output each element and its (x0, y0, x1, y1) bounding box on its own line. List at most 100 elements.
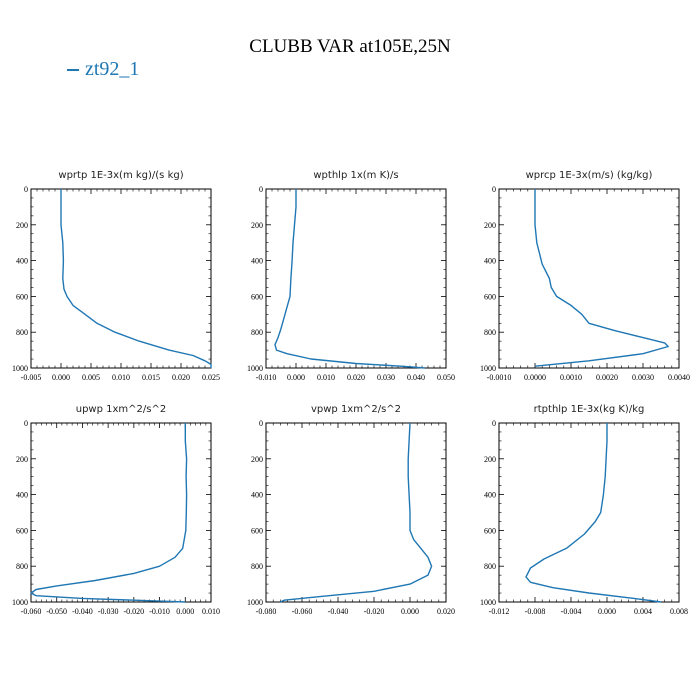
y-tick-label: 800 (484, 562, 496, 571)
y-tick-label: 1000 (480, 364, 496, 373)
y-tick-label: 400 (484, 257, 496, 266)
chart-panel-1: wprtp 1E-3x(m kg)/(s kg) -0.005 0.000 0.005… (12, 170, 220, 382)
x-tick-label: 0.0000 (524, 373, 546, 382)
y-tick-label: 200 (16, 221, 28, 230)
x-tick-label: 0.020 (172, 373, 190, 382)
x-tick-label: 0.040 (407, 373, 425, 382)
plot-frame (498, 422, 680, 603)
chart-panel-4: upwp 1xm^2/s^2 -0.060 -0.050 -0.040 -0.030 -0… (12, 404, 220, 616)
chart-panel-6: rtpthlp 1E-3x(kg K)/kg -0.012 -0.008 -0.004… (480, 404, 688, 616)
legend-line-swatch (67, 69, 79, 72)
x-tick-label: -0.0010 (487, 373, 512, 382)
x-tick-label: -0.040 (72, 607, 93, 616)
plot-frame (30, 188, 212, 369)
x-tick-label: -0.080 (256, 607, 277, 616)
x-tick-label: 0.0040 (668, 373, 690, 382)
y-tick-label: 600 (484, 292, 496, 301)
panel-title: wprtp 1E-3x(m kg)/(s kg) (58, 170, 183, 181)
legend-label: zt92_1 (85, 58, 140, 80)
chart-panel-2: wpthlp 1x(m K)/s -0.010 0.000 0.010 0.020 0.0… (247, 170, 455, 382)
x-tick-label: 0.0010 (560, 373, 582, 382)
y-tick-label: 200 (16, 455, 28, 464)
y-tick-label: 0 (492, 419, 496, 428)
y-tick-label: 200 (251, 455, 263, 464)
x-tick-label: 0.000 (287, 373, 305, 382)
y-tick-label: 600 (484, 526, 496, 535)
y-tick-label: 400 (251, 491, 263, 500)
x-tick-label: -0.008 (525, 607, 546, 616)
x-tick-label: 0.008 (670, 607, 688, 616)
y-tick-label: 200 (484, 221, 496, 230)
series-line (525, 423, 662, 603)
y-tick-label: 200 (484, 455, 496, 464)
y-tick-label: 0 (259, 419, 263, 428)
x-tick-label: -0.004 (561, 607, 582, 616)
y-tick-label: 1000 (12, 364, 28, 373)
series-line (274, 189, 426, 369)
plot-frame (498, 188, 680, 369)
legend: zt92_1 (67, 58, 139, 81)
panel-title: wprcp 1E-3x(m/s) (kg/kg) (526, 170, 653, 181)
x-tick-label: -0.040 (328, 607, 349, 616)
y-tick-label: 1000 (12, 598, 28, 607)
plot-frame (265, 422, 447, 603)
y-tick-label: 600 (16, 526, 28, 535)
y-tick-label: 0 (24, 419, 28, 428)
chart-panel-5: vpwp 1xm^2/s^2 -0.080 -0.060 -0.040 -0.020 0.… (247, 404, 455, 616)
x-tick-label: 0.010 (202, 607, 220, 616)
series-line (280, 422, 433, 603)
y-tick-label: 800 (251, 328, 263, 337)
x-tick-label: -0.010 (256, 373, 277, 382)
series-line (60, 189, 212, 368)
x-tick-label: 0.0030 (632, 373, 654, 382)
y-tick-label: 400 (16, 491, 28, 500)
y-tick-label: 1000 (480, 598, 496, 607)
y-tick-label: 400 (251, 257, 263, 266)
x-tick-label: 0.000 (52, 373, 70, 382)
x-tick-label: 0.005 (82, 373, 100, 382)
y-tick-label: 800 (16, 328, 28, 337)
panel-title: upwp 1xm^2/s^2 (76, 404, 166, 415)
y-tick-label: 1000 (247, 364, 263, 373)
x-tick-label: -0.020 (364, 607, 385, 616)
y-tick-label: 800 (484, 328, 496, 337)
x-tick-label: -0.060 (292, 607, 313, 616)
figure-title: CLUBB VAR at105E,25N (249, 36, 451, 57)
x-tick-label: -0.012 (489, 607, 510, 616)
x-tick-label: 0.025 (202, 373, 220, 382)
x-tick-label: 0.0020 (596, 373, 618, 382)
chart-panel-3: wprcp 1E-3x(m/s) (kg/kg) -0.0010 0.0000 0.0… (480, 170, 690, 382)
x-tick-label: 0.000 (401, 607, 419, 616)
y-tick-label: 800 (251, 562, 263, 571)
panel-title: wpthlp 1x(m K)/s (313, 170, 398, 181)
x-tick-label: -0.010 (149, 607, 170, 616)
x-tick-label: -0.020 (124, 607, 145, 616)
y-tick-label: 0 (24, 185, 28, 194)
y-tick-label: 0 (492, 185, 496, 194)
x-tick-label: -0.050 (46, 607, 67, 616)
series-line (30, 423, 188, 603)
x-tick-label: 0.020 (437, 607, 455, 616)
y-tick-label: 800 (16, 562, 28, 571)
x-tick-label: 0.010 (112, 373, 130, 382)
x-tick-label: -0.060 (21, 607, 42, 616)
x-tick-label: 0.050 (437, 373, 455, 382)
y-tick-label: 600 (251, 292, 263, 301)
y-tick-label: 600 (251, 526, 263, 535)
x-tick-label: 0.030 (377, 373, 395, 382)
plot-frame (265, 188, 447, 369)
y-tick-label: 400 (484, 491, 496, 500)
x-tick-label: -0.005 (21, 373, 42, 382)
x-tick-label: 0.004 (634, 607, 652, 616)
panel-title: vpwp 1xm^2/s^2 (311, 404, 401, 415)
x-tick-label: 0.010 (317, 373, 335, 382)
x-tick-label: 0.000 (598, 607, 616, 616)
y-tick-label: 600 (16, 292, 28, 301)
x-tick-label: 0.020 (347, 373, 365, 382)
y-tick-label: 400 (16, 257, 28, 266)
y-tick-label: 0 (259, 185, 263, 194)
x-tick-label: -0.030 (98, 607, 119, 616)
series-line (534, 189, 669, 367)
x-tick-label: 0.015 (142, 373, 160, 382)
